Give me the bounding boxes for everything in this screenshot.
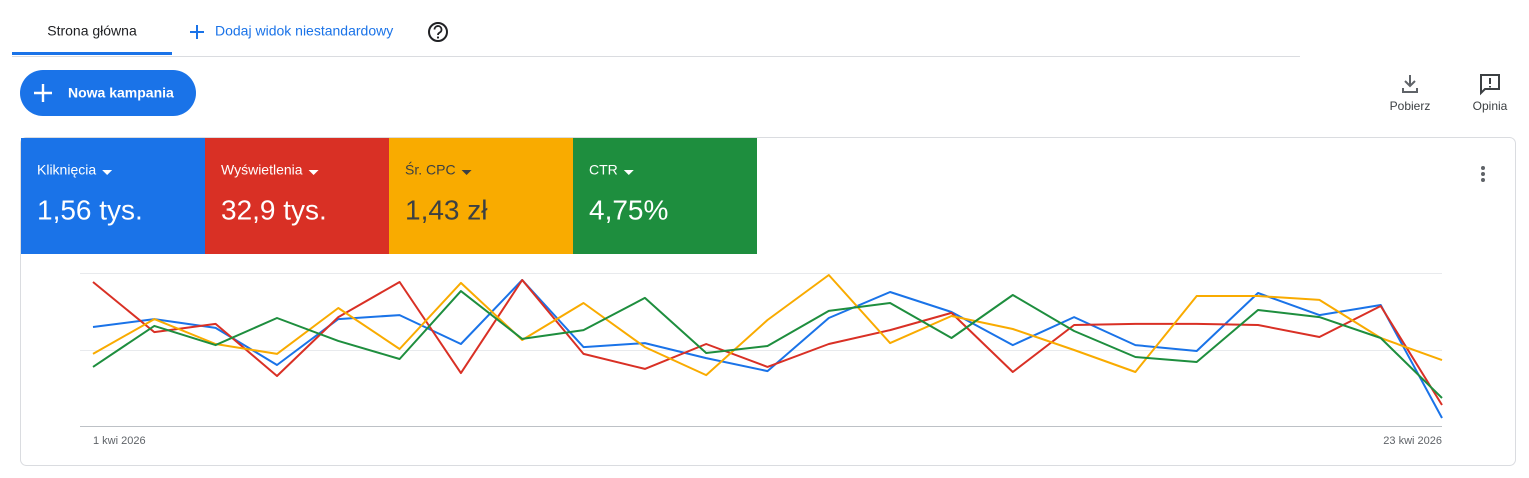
dropdown-arrow: [461, 170, 472, 175]
metric-bg: [573, 138, 757, 254]
metric-card[interactable]: Śr. CPC 1,43 zł: [389, 138, 573, 254]
metric-card[interactable]: CTR 4,75%: [573, 138, 757, 254]
series-line: [92, 274, 1443, 377]
metric-total: 32,9 tys.: [221, 194, 327, 225]
metric-name: Kliknięcia: [37, 162, 96, 178]
metric-total: 1,56 tys.: [37, 194, 143, 225]
dot: [1481, 166, 1485, 170]
dropdown-arrow: [102, 170, 113, 175]
metric-bg: [205, 138, 389, 254]
plus-icon: [190, 25, 204, 39]
metric-card[interactable]: Kliknięcia 1,56 tys.: [21, 138, 205, 254]
metric-name: Śr. CPC: [405, 161, 456, 178]
metric-name: CTR: [589, 162, 618, 178]
feedback-label: Opinia: [1473, 99, 1508, 113]
download-label: Pobierz: [1390, 99, 1431, 113]
metric-bg: [21, 138, 205, 254]
feedback-icon: [1480, 74, 1500, 96]
tab-active[interactable]: Strona główna: [47, 23, 137, 39]
series-line: [92, 290, 1443, 399]
series-line: [92, 279, 1443, 419]
button-bg: [20, 70, 196, 116]
dropdown-arrow: [308, 170, 319, 175]
plus-icon: [34, 84, 52, 102]
help-circle: [428, 22, 448, 42]
metric-name: Wyświetlenia: [221, 162, 303, 178]
tab-indicator: [12, 52, 172, 55]
tab-add[interactable]: Dodaj widok niestandardowy: [190, 23, 393, 39]
metric-card[interactable]: Wyświetlenia 32,9 tys.: [205, 138, 389, 254]
dot: [1481, 172, 1485, 176]
download-button[interactable]: Pobierz: [1390, 75, 1431, 113]
x-tick-label: 1 kwi 2026: [93, 435, 146, 447]
x-tick-label: 23 kwi 2026: [1383, 435, 1442, 447]
help-mark: [433, 25, 443, 36]
more-menu[interactable]: [1481, 166, 1485, 182]
metric-total: 1,43 zł: [405, 194, 488, 225]
dot: [1481, 178, 1485, 182]
tab-add-label: Dodaj widok niestandardowy: [215, 23, 393, 39]
series-line: [92, 279, 1443, 406]
download-icon: [1402, 75, 1418, 93]
metric-total: 4,75%: [589, 194, 668, 225]
help-icon[interactable]: [428, 22, 448, 42]
new-campaign-button[interactable]: Nowa kampania: [20, 70, 196, 116]
feedback-button[interactable]: Opinia: [1473, 74, 1508, 113]
dropdown-arrow: [623, 170, 634, 175]
help-dot: [436, 36, 440, 39]
button-label: Nowa kampania: [68, 85, 174, 101]
metric-bg: [389, 138, 573, 254]
